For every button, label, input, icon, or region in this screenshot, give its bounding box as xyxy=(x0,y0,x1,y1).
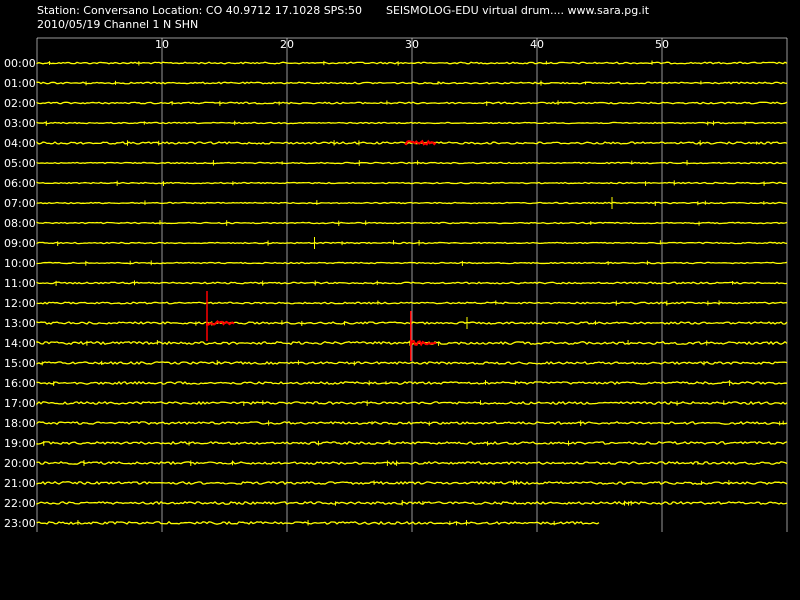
event-1400-wave xyxy=(409,339,437,347)
trace-1600 xyxy=(36,380,788,386)
hour-label: 03:00 xyxy=(4,117,36,130)
hour-label: 00:00 xyxy=(4,57,36,70)
hour-label: 07:00 xyxy=(4,197,36,210)
event-markers xyxy=(206,139,437,361)
trace-1500 xyxy=(36,361,788,365)
hour-label: 14:00 xyxy=(4,337,36,350)
x-tick-label: 20 xyxy=(280,38,294,51)
hour-label: 10:00 xyxy=(4,257,36,270)
hour-label: 19:00 xyxy=(4,437,36,450)
trace-2100 xyxy=(36,480,788,486)
trace-0300 xyxy=(36,121,788,125)
hour-label: 01:00 xyxy=(4,77,36,90)
trace-1100 xyxy=(36,281,788,285)
trace-0500 xyxy=(36,161,788,165)
trace-2200 xyxy=(36,500,788,506)
hour-label: 09:00 xyxy=(4,237,36,250)
hour-label: 23:00 xyxy=(4,517,36,530)
hour-label: 12:00 xyxy=(4,297,36,310)
hour-label: 16:00 xyxy=(4,377,36,390)
trace-0200 xyxy=(36,101,788,105)
hour-label: 08:00 xyxy=(4,217,36,230)
x-tick-label: 30 xyxy=(405,38,419,51)
hour-label: 05:00 xyxy=(4,157,36,170)
trace-1200 xyxy=(36,301,788,305)
hour-label: 18:00 xyxy=(4,417,36,430)
trace-0600 xyxy=(36,181,788,185)
hour-label: 06:00 xyxy=(4,177,36,190)
hour-label: 21:00 xyxy=(4,477,36,490)
x-tick-label: 40 xyxy=(530,38,544,51)
hour-label: 04:00 xyxy=(4,137,36,150)
date-channel: 2010/05/19 Channel 1 N SHN xyxy=(37,18,198,31)
trace-0100 xyxy=(36,81,788,85)
hour-label: 13:00 xyxy=(4,317,36,330)
x-tick-label: 50 xyxy=(655,38,669,51)
event-1300-wave xyxy=(206,319,235,326)
x-tick-label: 10 xyxy=(155,38,169,51)
app-credit: SEISMOLOG-EDU virtual drum.... www.sara.… xyxy=(386,4,650,17)
station-info: Station: Conversano Location: CO 40.9712… xyxy=(37,4,362,17)
trace-0900 xyxy=(36,241,788,245)
hour-label: 15:00 xyxy=(4,357,36,370)
hour-label: 22:00 xyxy=(4,497,36,510)
x-tick-labels: 10 20 30 40 50 xyxy=(155,38,669,51)
trace-0700 xyxy=(36,201,788,205)
hour-label: 20:00 xyxy=(4,457,36,470)
trace-1800 xyxy=(36,420,788,426)
event-0400-wave xyxy=(404,139,437,146)
trace-1700 xyxy=(36,400,788,406)
hour-label: 11:00 xyxy=(4,277,36,290)
hour-label: 17:00 xyxy=(4,397,36,410)
trace-0000 xyxy=(36,61,788,65)
grid xyxy=(36,37,788,532)
hour-labels: 00:00 01:00 02:00 03:00 04:00 05:00 06:00 07:00… xyxy=(4,57,36,530)
trace-0400 xyxy=(36,141,788,145)
trace-1900 xyxy=(36,440,788,446)
trace-1000 xyxy=(36,261,788,265)
trace-2000 xyxy=(36,460,788,466)
hour-label: 02:00 xyxy=(4,97,36,110)
trace-2300 xyxy=(36,520,600,526)
